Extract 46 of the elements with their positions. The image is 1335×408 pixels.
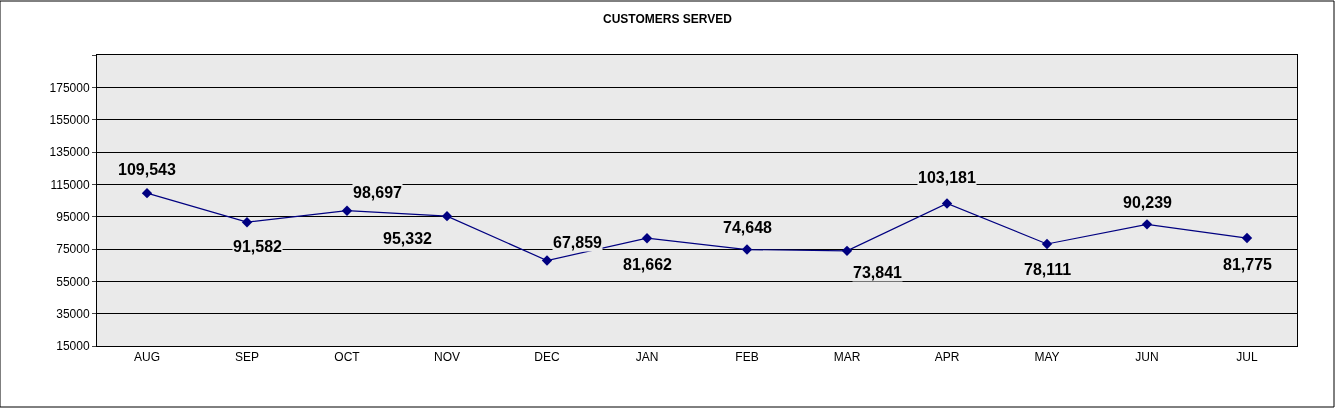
data-label: 91,582 (233, 238, 283, 255)
point (1041, 238, 1053, 250)
y-tick-label: 15000 (56, 339, 90, 354)
point (541, 255, 553, 266)
x-tick-label: JUL (1236, 350, 1258, 365)
data-label: 81,662 (623, 256, 673, 273)
x-tick-label: AUG (133, 350, 161, 365)
y-tick-label: 75000 (56, 242, 90, 257)
point (641, 233, 653, 244)
chart-title: CUSTOMERS SERVED (603, 11, 733, 26)
x-tick-label: APR (934, 350, 960, 365)
y-tick-label: 155000 (49, 112, 90, 127)
data-label: 90,239 (1123, 194, 1173, 211)
x-tick-label: JUN (1135, 350, 1159, 365)
data-label: 67,859 (553, 234, 603, 251)
data-label: 74,648 (723, 219, 773, 236)
point (1241, 232, 1253, 244)
point (1141, 219, 1153, 230)
data-label: 81,775 (1223, 256, 1273, 273)
point (941, 198, 953, 209)
point (341, 205, 353, 216)
data-label: 73,841 (853, 264, 903, 281)
y-tick-label: 135000 (49, 145, 90, 160)
y-tick-label: 115000 (50, 177, 90, 192)
data-label: 98,697 (353, 184, 403, 201)
y-tick-label: 35000 (56, 306, 90, 321)
point (741, 244, 753, 255)
data-label: 109,543 (118, 161, 176, 178)
point (141, 187, 153, 199)
x-tick-label: DEC (534, 350, 560, 365)
data-label: 95,332 (383, 230, 433, 247)
y-tick-label: 95000 (56, 209, 90, 224)
x-tick-label: JAN (635, 350, 659, 365)
point (241, 216, 253, 228)
x-tick-label: FEB (735, 350, 759, 365)
y-tick-label: 55000 (56, 274, 90, 289)
x-tick-label: OCT (334, 350, 361, 365)
x-tick-label: SEP (234, 350, 260, 365)
data-label: 103,181 (918, 169, 976, 186)
x-tick-label: MAY (1034, 350, 1060, 365)
x-tick-label: NOV (433, 350, 461, 365)
point (841, 245, 853, 257)
y-tick-label: 175000 (49, 80, 90, 95)
x-tick-label: MAR (833, 350, 861, 365)
data-label: 78,111 (1024, 261, 1072, 278)
point (441, 210, 453, 222)
